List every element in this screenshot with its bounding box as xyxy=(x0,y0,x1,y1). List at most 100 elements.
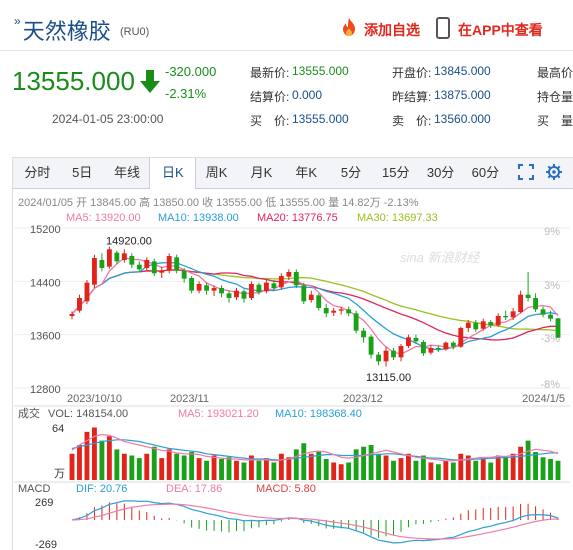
y-tick-label: 12800 xyxy=(30,384,61,396)
candle-body xyxy=(398,346,404,358)
volume-bar xyxy=(263,458,269,480)
candle-body xyxy=(548,314,553,319)
candle-body xyxy=(211,288,217,291)
candle-body xyxy=(286,272,292,277)
candle-body xyxy=(271,283,277,288)
volume-bar xyxy=(92,427,97,480)
tab-3[interactable]: 日K xyxy=(149,158,197,189)
candle-body xyxy=(458,328,464,347)
quote-label: 结算价: xyxy=(250,90,290,104)
volume-bar xyxy=(196,458,202,480)
quote-value: 13875.000 xyxy=(434,88,491,102)
candle-body xyxy=(77,298,82,311)
ma10-line xyxy=(71,261,559,351)
volume-bar xyxy=(420,455,426,480)
candle-body xyxy=(450,342,456,347)
candle-body xyxy=(368,336,374,355)
candle-body xyxy=(518,294,524,312)
quote-value: 0.000 xyxy=(292,88,323,102)
candle-body xyxy=(159,270,165,273)
tab-2[interactable]: 年线 xyxy=(113,165,140,180)
volume-bar xyxy=(533,452,538,480)
volume-bar xyxy=(99,440,105,480)
candle-body xyxy=(189,278,195,291)
instrument-title: »天然橡胶 xyxy=(14,14,111,46)
volume-bar xyxy=(159,458,165,480)
tab-0[interactable]: 分时 xyxy=(24,165,51,180)
volume-value: VOL: 148154.00 xyxy=(48,408,128,420)
candle-body xyxy=(473,322,479,330)
flame-icon[interactable] xyxy=(340,17,358,37)
macd-dea: DEA: 17.86 xyxy=(166,483,222,495)
volume-bar xyxy=(234,460,239,480)
volume-bar xyxy=(136,458,142,480)
candle-body xyxy=(391,350,396,358)
tab-1[interactable]: 5日 xyxy=(72,165,93,180)
quote-value: 13555.000 xyxy=(292,64,349,78)
tab-4[interactable]: 周K xyxy=(205,165,228,180)
chart-panel xyxy=(12,157,573,550)
macd-tick-bottom: -269 xyxy=(35,539,57,549)
candle-body xyxy=(331,310,337,313)
instrument-code: (RU0) xyxy=(120,26,150,38)
volume-bar xyxy=(308,453,314,480)
volume-bar xyxy=(413,460,419,480)
volume-bar xyxy=(316,451,322,480)
volume-ma10: MA10: 198368.40 xyxy=(275,408,362,420)
candle-body xyxy=(226,293,232,298)
volume-bar xyxy=(121,453,127,480)
candle-body xyxy=(413,338,419,342)
tab-7[interactable]: 5分 xyxy=(340,165,362,180)
quote-label: 昨结算: xyxy=(392,90,432,104)
volume-bar xyxy=(473,460,479,480)
candle-body xyxy=(196,284,202,291)
candle-body xyxy=(503,316,509,318)
last-price: 13555.000 xyxy=(12,66,135,96)
volume-bar xyxy=(510,453,516,480)
watermark: sina 新浪财经 xyxy=(400,250,481,265)
volume-bar xyxy=(346,462,352,480)
tab-5[interactable]: 月K xyxy=(250,165,273,180)
volume-bar xyxy=(271,462,277,480)
pct-tick-label: 9% xyxy=(544,226,560,238)
y-tick-label: 14400 xyxy=(30,277,61,289)
x-tick-label: 2023/10/10 xyxy=(67,393,122,405)
candle-body xyxy=(293,272,299,286)
gear-icon[interactable] xyxy=(546,164,562,180)
header-divider xyxy=(0,50,573,51)
price-change-percent: -2.31% xyxy=(165,86,207,101)
candle-body xyxy=(533,298,538,310)
open-in-app-button[interactable]: 在APP中查看 xyxy=(458,22,543,38)
quote-label: 买 价: xyxy=(250,114,290,128)
volume-bar xyxy=(114,449,120,480)
quote-label: 卖 价: xyxy=(392,114,432,128)
volume-bar xyxy=(383,455,389,480)
quote-value: 13845.000 xyxy=(434,64,491,78)
macd-dea-line xyxy=(71,503,559,540)
tab-6[interactable]: 年K xyxy=(295,165,318,180)
fullscreen-icon[interactable] xyxy=(518,164,534,180)
candle-body xyxy=(443,342,449,350)
volume-bar xyxy=(518,446,524,480)
add-watchlist-button[interactable]: 添加自选 xyxy=(364,22,420,38)
candle-body xyxy=(480,321,486,329)
header: »天然橡胶 (RU0) 添加自选 在APP中查看 xyxy=(0,0,573,50)
tab-10[interactable]: 60分 xyxy=(471,165,500,180)
instrument-name: 天然橡胶 xyxy=(22,19,111,44)
volume-bar xyxy=(219,459,224,480)
quote-label: 买 量 xyxy=(537,114,573,128)
tab-9[interactable]: 30分 xyxy=(426,165,455,180)
pct-tick-label: -8% xyxy=(540,379,560,391)
volume-bar xyxy=(129,455,135,480)
tab-8[interactable]: 15分 xyxy=(382,165,410,180)
phone-icon[interactable] xyxy=(436,17,450,39)
high-annotation: 14920.00 xyxy=(106,236,152,248)
title-chevron-icon: » xyxy=(14,14,21,28)
candle-body xyxy=(114,252,120,262)
x-tick-label: 2023/12 xyxy=(343,393,383,405)
volume-bar xyxy=(495,455,501,480)
volume-bar xyxy=(331,462,337,480)
candle-body xyxy=(420,342,426,354)
volume-bar xyxy=(480,458,486,480)
volume-bar xyxy=(166,449,172,480)
